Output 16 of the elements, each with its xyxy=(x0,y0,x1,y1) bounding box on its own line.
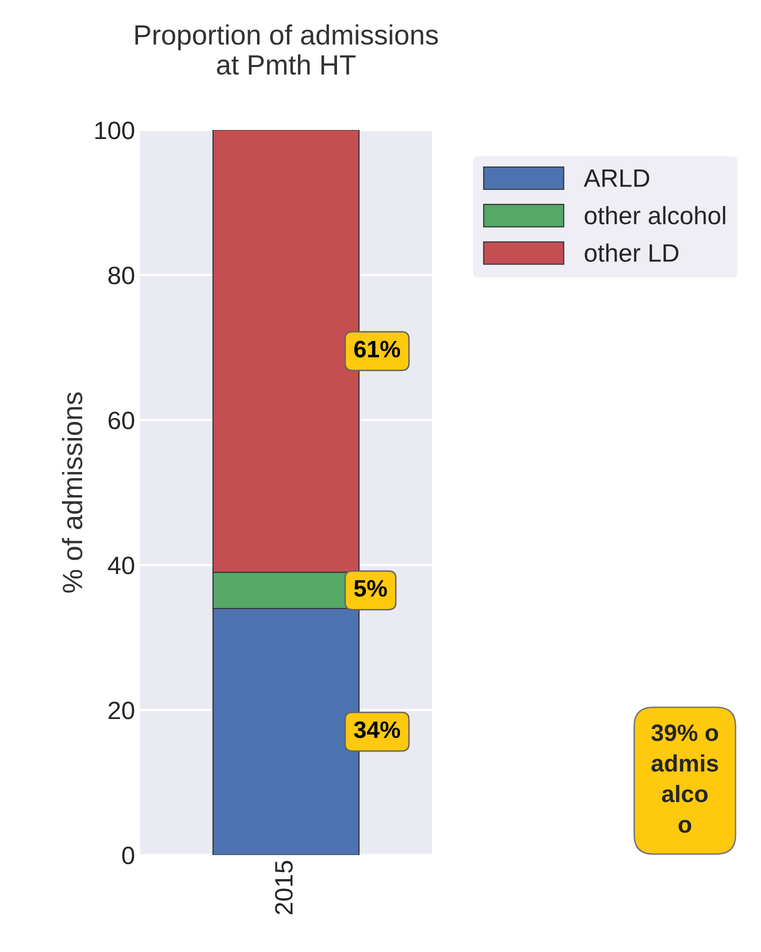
data-label: 34% xyxy=(354,721,400,738)
y-tick-label: 40 xyxy=(108,556,134,574)
y-tick-label: 0 xyxy=(122,846,134,864)
y-tick-label: 60 xyxy=(108,412,134,430)
y-tick-label: 20 xyxy=(108,702,134,720)
legend-label: other LD xyxy=(584,244,678,262)
chart-title: Proportion of admissions at Pmth HT xyxy=(135,24,438,75)
y-tick-label: 80 xyxy=(108,266,134,284)
x-tick-label: 2015 xyxy=(275,860,293,914)
legend-label: ARLD xyxy=(584,170,650,187)
legend-label: other alcohol xyxy=(584,206,726,224)
y-axis-title: % of admissions xyxy=(62,392,82,593)
y-tick-label: 100 xyxy=(95,122,134,140)
data-label: 5% xyxy=(354,580,387,597)
data-label: 61% xyxy=(354,340,400,358)
text: 39% o admis alco o xyxy=(651,724,718,833)
